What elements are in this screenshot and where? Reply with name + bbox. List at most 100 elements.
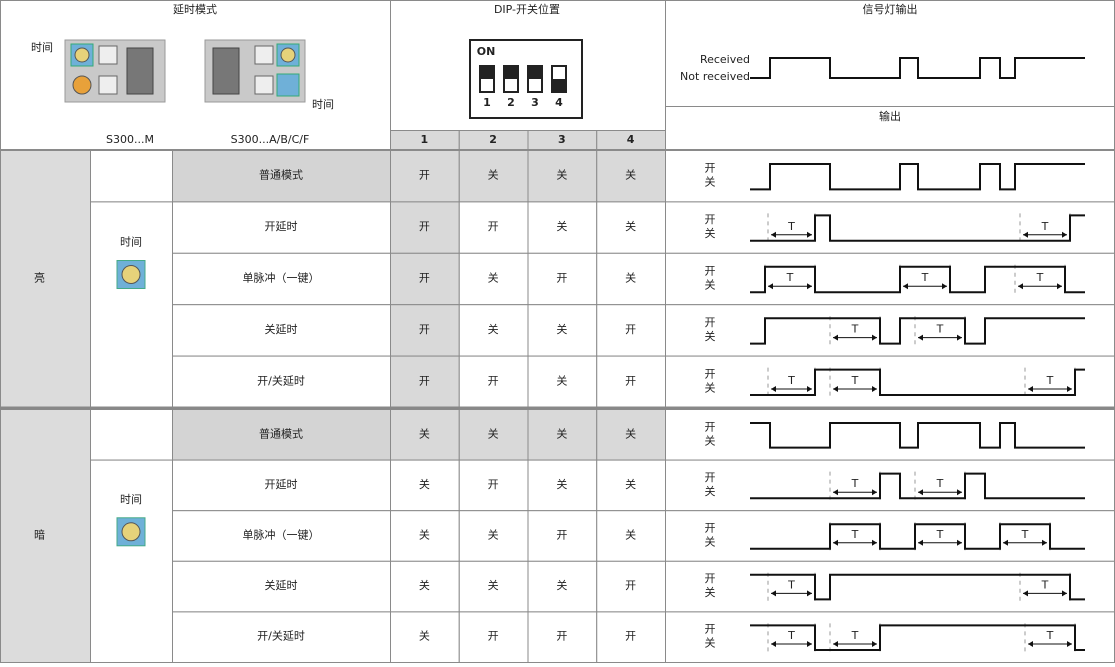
- mode-name: 关延时: [265, 578, 298, 592]
- cell: [596, 409, 666, 461]
- header-title: 延时模式: [173, 3, 217, 16]
- time-knob: [276, 73, 300, 97]
- switch-state: 关: [556, 578, 567, 592]
- switch-state: 关: [419, 629, 430, 643]
- arrow-head: [918, 334, 962, 341]
- switch-state: 关: [488, 271, 499, 285]
- waveform: [750, 472, 1085, 500]
- waveform: [750, 422, 1085, 449]
- switch-state: 关: [625, 271, 636, 285]
- period-label: T: [787, 629, 795, 642]
- column-header: 4: [627, 133, 635, 146]
- mode-name: 普通模式: [259, 168, 303, 182]
- terminal: [126, 47, 154, 95]
- level-label: 开: [705, 316, 716, 329]
- level-label: 关: [705, 433, 716, 447]
- waveform: [750, 624, 1085, 651]
- cell: [596, 355, 666, 409]
- switch-state: 开: [556, 630, 567, 643]
- cell: [527, 459, 598, 512]
- cell: [665, 459, 1115, 512]
- cell: [390, 252, 460, 306]
- cell: [0, 0, 391, 150]
- cell: [527, 252, 598, 306]
- switch-state: 开: [556, 529, 567, 542]
- arrow-head: [833, 641, 877, 647]
- group-name: 暗: [34, 528, 45, 542]
- mode-name: 开/关延时: [257, 629, 305, 643]
- cell: [527, 355, 598, 409]
- switch-state: 开: [488, 374, 499, 387]
- switch-state: 关: [556, 219, 567, 233]
- cell: [458, 409, 529, 461]
- period-label: T: [851, 323, 859, 336]
- waveform: [750, 57, 1085, 79]
- cell: [458, 510, 529, 562]
- cell: [390, 150, 460, 203]
- knob: [121, 265, 141, 285]
- mode-name: 开延时: [265, 220, 298, 233]
- dip-lever-pos: [528, 66, 542, 79]
- arrow-head: [1028, 386, 1072, 392]
- cell: [458, 560, 529, 613]
- arrow-head: [771, 641, 812, 647]
- switch-state: 开: [419, 374, 430, 387]
- period-label: T: [921, 271, 929, 284]
- switch-state: 关: [556, 426, 567, 440]
- mode-name: 普通模式: [259, 426, 303, 440]
- arrow-head: [1023, 231, 1067, 238]
- waveform: [750, 523, 1085, 550]
- switch-state: 关: [556, 373, 567, 387]
- arrow-head: [833, 539, 877, 546]
- column-header: 1: [421, 133, 429, 146]
- switch-state: 开: [419, 272, 430, 285]
- model-label: S300...M: [106, 133, 154, 146]
- cell: [172, 611, 391, 664]
- mode-name: 单脉冲（一键）: [243, 271, 320, 285]
- button: [98, 45, 118, 65]
- mode-name: 开/关延时: [257, 373, 305, 387]
- waveform: [750, 368, 1085, 396]
- switch-state: 关: [488, 426, 499, 440]
- output-header: 输出: [879, 109, 901, 123]
- period-label: T: [851, 629, 859, 642]
- waveform: [750, 214, 1085, 242]
- knob: [72, 75, 92, 95]
- arrow-head: [1028, 641, 1072, 647]
- level-label: 开: [705, 471, 716, 484]
- switch-state: 关: [625, 477, 636, 491]
- switch-state: 开: [488, 630, 499, 643]
- dip-lever-pos: [480, 66, 494, 79]
- switch-state: 开: [556, 272, 567, 285]
- dip-on-label: ON: [477, 45, 496, 58]
- knob: [121, 522, 141, 542]
- cell: [665, 106, 1115, 150]
- arrow-head: [903, 283, 947, 290]
- period-label: T: [851, 374, 859, 387]
- waveform: [750, 573, 1085, 601]
- time-label: 时间: [120, 493, 142, 506]
- cell: [665, 0, 1115, 107]
- group-name: 亮: [34, 271, 45, 285]
- time-label: 时间: [120, 236, 142, 249]
- level-label: 开: [705, 162, 716, 175]
- cell: [665, 409, 1115, 461]
- switch-state: 关: [556, 477, 567, 491]
- switch-state: 开: [625, 630, 636, 643]
- cell: [596, 304, 666, 357]
- period-label: T: [1041, 220, 1049, 233]
- cell: [527, 560, 598, 613]
- level-label: 关: [705, 484, 716, 498]
- cell: [665, 201, 1115, 254]
- cell: [90, 409, 173, 461]
- button: [254, 75, 274, 95]
- cell: [527, 611, 598, 664]
- switch-state: 关: [419, 528, 430, 542]
- waveform: [750, 265, 1085, 294]
- level-label: 关: [705, 636, 716, 650]
- cell: [0, 409, 91, 663]
- switch-state: 关: [488, 168, 499, 182]
- arrow-head: [771, 590, 812, 597]
- signal-label: Received: [700, 53, 750, 66]
- level-label: 关: [705, 278, 716, 292]
